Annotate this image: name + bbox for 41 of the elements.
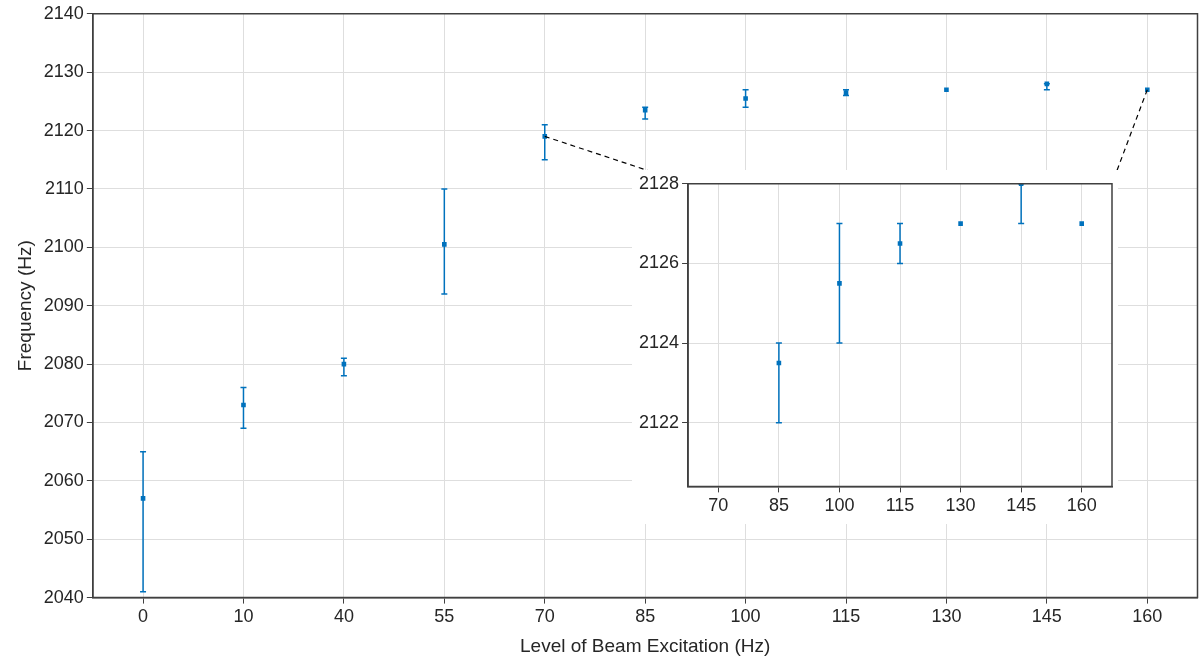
x-tick-label: 160 [1066, 495, 1097, 516]
y-tick-label: 2090 [43, 294, 84, 315]
y-tick-label: 2120 [43, 119, 84, 140]
x-axis-title: Level of Beam Excitation (Hz) [520, 634, 771, 656]
x-tick-label: 115 [885, 495, 915, 516]
y-tick-label: 2050 [43, 528, 84, 549]
y-tick-label: 2080 [43, 353, 84, 374]
point [1079, 221, 1085, 226]
y-tick-label: 2124 [639, 332, 680, 353]
x-tick-label: 10 [233, 606, 254, 627]
x-tick-label: 100 [730, 606, 761, 627]
y-tick-label: 2140 [43, 2, 84, 23]
y-tick-label: 2122 [639, 411, 680, 432]
point [837, 281, 842, 286]
point [944, 87, 949, 92]
x-tick-label: 85 [768, 495, 789, 516]
x-tick-label: 55 [434, 606, 455, 627]
x-tick-label: 70 [708, 495, 729, 516]
x-tick-label: 130 [931, 606, 962, 627]
point [743, 96, 748, 101]
point [958, 221, 963, 226]
x-tick-label: 145 [1031, 606, 1062, 627]
y-tick-label: 2126 [639, 252, 680, 273]
y-tick-label: 2128 [639, 172, 680, 193]
x-tick-label: 40 [333, 606, 354, 627]
y-tick-label: 2070 [43, 411, 84, 432]
x-tick-label: 115 [831, 606, 861, 627]
y-tick-label: 2110 [45, 177, 84, 198]
x-tick-label: 85 [635, 606, 656, 627]
x-tick-label: 0 [138, 606, 149, 627]
y-tick-label: 2060 [43, 469, 84, 490]
x-tick-label: 70 [534, 606, 555, 627]
point [442, 242, 447, 247]
x-tick-label: 160 [1132, 606, 1163, 627]
y-tick-label: 2100 [43, 236, 84, 257]
x-tick-label: 130 [945, 495, 976, 516]
y-tick-label: 2040 [43, 586, 84, 607]
y-tick-label: 2130 [43, 61, 84, 82]
x-tick-label: 100 [824, 495, 855, 516]
x-tick-label: 145 [1006, 495, 1037, 516]
y-axis-title: Frequency (Hz) [13, 240, 35, 372]
